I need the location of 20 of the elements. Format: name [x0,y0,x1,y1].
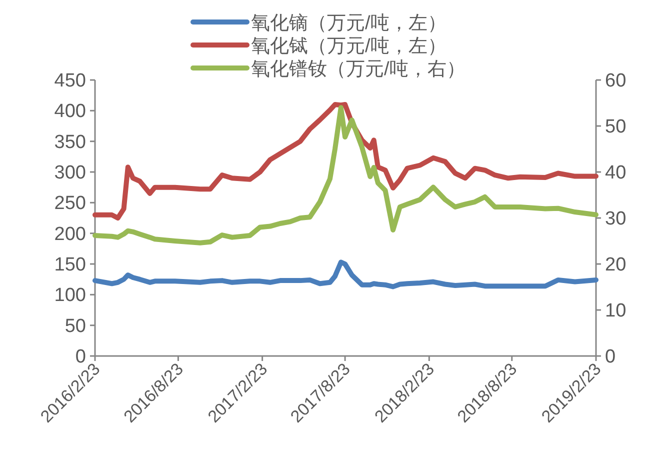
y2-tick-label: 60 [605,70,626,92]
y-tick-label: 400 [54,101,86,122]
y2-tick-label: 30 [605,208,626,230]
y2-tick-label: 10 [605,300,626,322]
y-tick-label: 200 [54,224,86,245]
y-tick-label: 250 [54,193,86,214]
legend-label: 氧化铽（万元/吨，左） [251,36,446,57]
y-tick-label: 300 [54,162,86,184]
y-tick-label: 0 [75,346,86,368]
legend-label: 氧化镝（万元/吨，左） [251,13,446,34]
y-tick-label: 150 [54,254,86,276]
y2-tick-label: 0 [605,346,616,368]
y2-tick-label: 20 [605,254,626,276]
y-tick-label: 450 [54,70,86,92]
y2-tick-label: 50 [605,116,626,138]
y-tick-label: 100 [54,285,86,306]
legend-label: 氧化镨钕（万元/吨，右） [251,59,466,80]
y-tick-label: 50 [64,316,86,337]
y2-tick-label: 40 [605,162,626,184]
y-tick-label: 350 [54,132,86,153]
